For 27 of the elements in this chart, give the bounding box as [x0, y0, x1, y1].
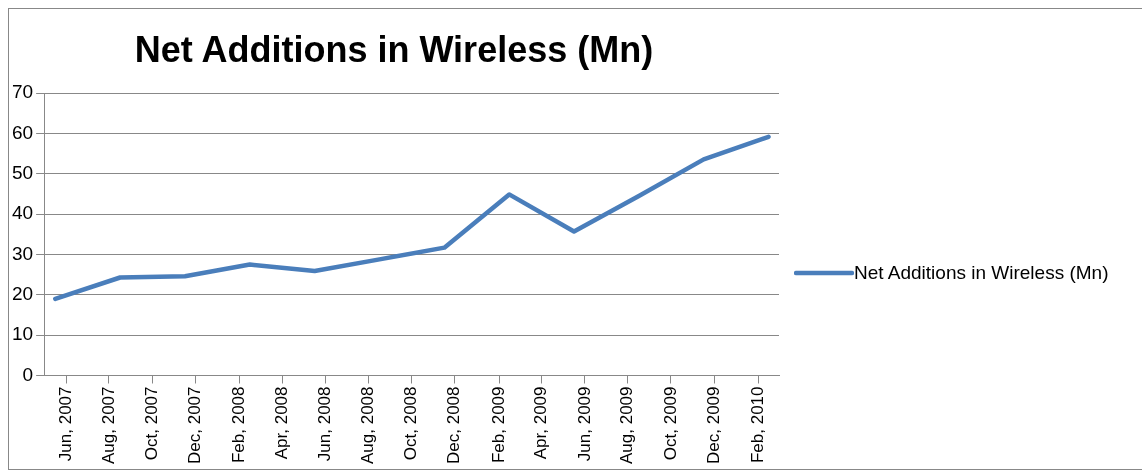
x-tick-label: Oct, 2007	[141, 385, 161, 460]
x-tick-label: Aug, 2008	[358, 385, 378, 464]
x-tick-label: Feb, 2009	[488, 385, 508, 463]
x-tick-label: Oct, 2008	[401, 385, 421, 460]
y-tick-label: 20	[11, 282, 34, 304]
x-tick-label: Jun, 2009	[574, 385, 594, 461]
x-tick-label: Feb, 2010	[748, 385, 768, 463]
x-tick-label: Dec, 2008	[444, 385, 464, 464]
chart-title: Net Additions in Wireless (Mn)	[134, 28, 654, 70]
y-tick-label: 40	[11, 201, 34, 223]
x-tick-label: Dec, 2007	[185, 385, 205, 464]
y-tick-label: 70	[11, 80, 34, 102]
legend-label: Net Additions in Wireless (Mn)	[854, 260, 1110, 285]
y-tick-label: 30	[11, 242, 34, 264]
x-tick-label: Jun, 2007	[55, 385, 75, 461]
y-tick-label: 0	[22, 363, 34, 385]
x-tick-label: Apr, 2008	[271, 385, 291, 459]
x-tick-label: Jun, 2008	[315, 385, 335, 461]
x-tick-label: Aug, 2007	[98, 385, 118, 464]
x-tick-label: Dec, 2009	[703, 385, 723, 464]
x-tick-label: Apr, 2009	[531, 385, 551, 459]
x-tick-label: Feb, 2008	[229, 385, 249, 463]
x-tick-label: Aug, 2009	[617, 385, 637, 464]
y-tick-label: 60	[11, 121, 34, 143]
y-tick-label: 50	[11, 161, 34, 183]
y-tick-label: 10	[11, 322, 34, 344]
x-tick-label: Oct, 2009	[660, 385, 680, 460]
